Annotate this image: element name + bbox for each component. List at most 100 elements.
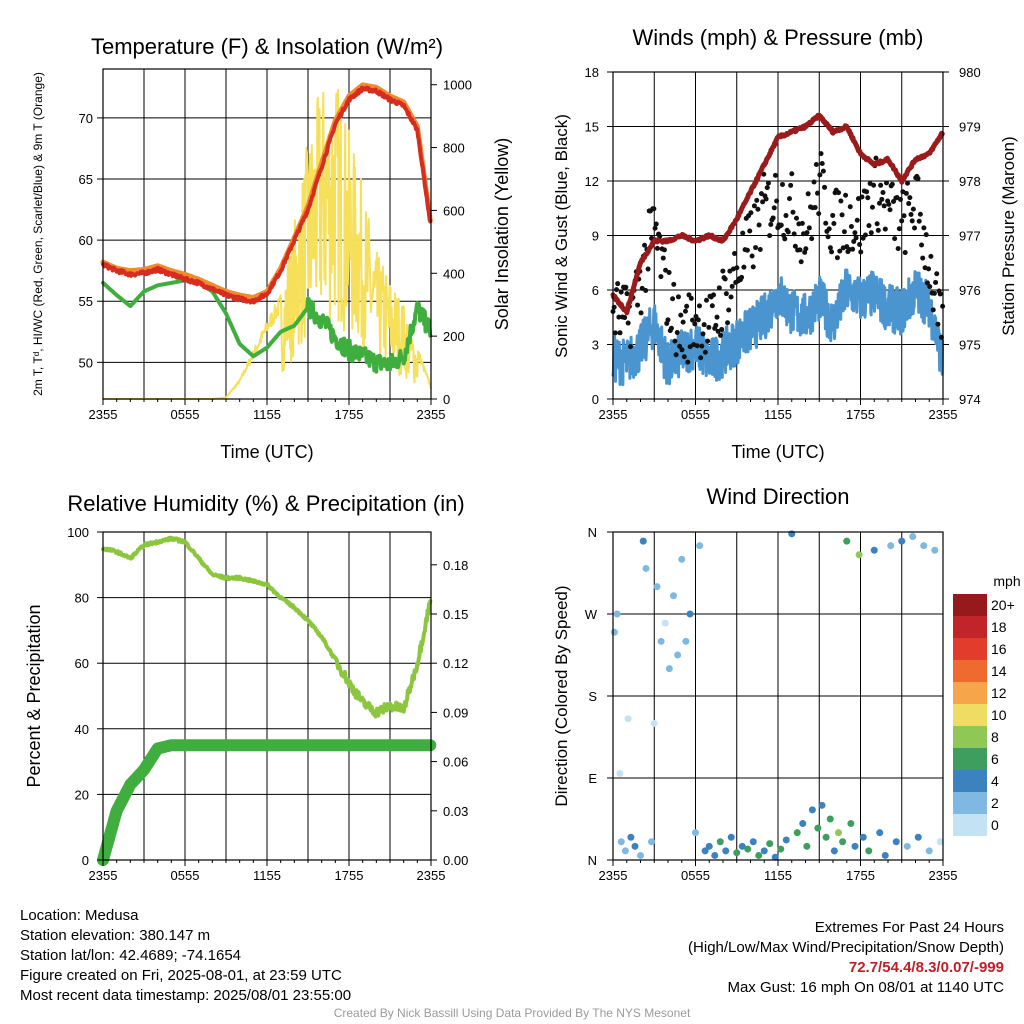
direction-point (749, 838, 757, 846)
direction-point (909, 533, 917, 541)
gust-point (756, 222, 762, 228)
direction-point (692, 829, 699, 837)
y-tick-label: 50 (79, 355, 93, 370)
gust-point (919, 242, 925, 248)
extremes-values: 72.7/54.4/8.3/0.07/-999 (848, 959, 1004, 976)
direction-point (788, 530, 796, 538)
direction-point (822, 833, 830, 841)
gust-point (673, 352, 679, 358)
gust-point (854, 217, 860, 223)
y-tick-label: 65 (79, 172, 93, 187)
gust-point (901, 213, 907, 219)
y-tick-label: 20 (75, 787, 89, 802)
gust-point (887, 207, 893, 213)
y-tick-label: 40 (75, 722, 89, 737)
y2-tick-label: 600 (443, 203, 465, 218)
gust-point (928, 253, 934, 259)
gust-point (672, 338, 678, 344)
gust-point (851, 239, 857, 245)
direction-point (657, 637, 665, 645)
gust-point (793, 215, 799, 221)
gust-point (920, 255, 926, 261)
y-tick-label: E (588, 771, 597, 786)
direction-point (613, 610, 621, 618)
gust-point (883, 180, 889, 186)
gust-point (799, 220, 805, 226)
direction-point (851, 842, 859, 850)
gust-point (760, 199, 766, 205)
y2-tick-label: 0.03 (443, 804, 468, 819)
colorbar-swatch (953, 748, 987, 770)
colorbar-label: 20+ (991, 597, 1015, 613)
direction-point (716, 838, 724, 846)
gust-point (818, 151, 824, 157)
y-tick-label: 3 (592, 338, 599, 353)
recent-text: Most recent data timestamp: 2025/08/01 2… (20, 987, 352, 1004)
gust-point (916, 218, 922, 224)
direction-point (682, 637, 690, 645)
direction-point (674, 651, 682, 659)
series-rh-line (101, 535, 433, 719)
direction-point (771, 853, 779, 861)
gust-point (822, 184, 828, 190)
gust-point (889, 181, 895, 187)
gust-point (767, 233, 773, 239)
gust-point (816, 211, 822, 217)
gust-point (880, 189, 886, 195)
direction-point (766, 840, 774, 848)
gust-point (817, 172, 823, 178)
gust-point (871, 182, 877, 188)
colorbar-swatch (953, 726, 987, 748)
gust-point (643, 288, 649, 294)
x-tick-label: 1755 (846, 868, 875, 883)
y-tick-label: N (588, 525, 597, 540)
direction-point (814, 824, 822, 832)
gust-point (881, 203, 887, 209)
station-info: Location: Medusa Station elevation: 380.… (20, 906, 351, 1006)
winds-panel (607, 71, 949, 405)
gust-point (680, 319, 686, 325)
gust-point (728, 294, 734, 300)
gust-point (809, 236, 815, 242)
gust-point (653, 221, 659, 227)
gust-point (806, 225, 812, 231)
colorbar-label: 12 (991, 685, 1007, 701)
gust-point (868, 230, 874, 236)
direction-point (830, 847, 838, 855)
gust-point (720, 268, 726, 274)
gust-point (718, 332, 724, 338)
colorbar-label: 10 (991, 707, 1007, 723)
y-tick-label: 9 (592, 229, 599, 244)
gust-point (695, 317, 701, 323)
extremes-title: Extremes For Past 24 Hours (814, 919, 1004, 936)
gust-point (666, 270, 672, 276)
x-tick-label: 1755 (335, 868, 364, 883)
y-axis-label: Sonic Wind & Gust (Blue, Black) (552, 114, 571, 358)
series-pressure-line (610, 112, 945, 316)
gust-point (841, 229, 847, 235)
direction-point (627, 833, 635, 841)
direction-point (722, 847, 730, 855)
gust-point (747, 228, 753, 234)
gust-point (709, 303, 715, 309)
colorbar-label: 14 (991, 663, 1007, 679)
gust-point (614, 287, 620, 293)
direction-point (903, 842, 911, 850)
gust-point (912, 225, 918, 231)
gust-point (927, 284, 933, 290)
gust-point (755, 206, 761, 212)
gust-point (823, 220, 829, 226)
direction-point (639, 537, 647, 545)
gust-point (853, 235, 859, 241)
gust-point (930, 307, 936, 313)
y2-tick-label: 400 (443, 266, 465, 281)
location-text: Location: Medusa (20, 907, 139, 924)
gust-point (749, 253, 755, 259)
gust-point (615, 281, 621, 287)
gust-point (838, 198, 844, 204)
gust-point (934, 271, 940, 277)
gust-point (834, 255, 840, 261)
y2-axis-label: Station Pressure (Maroon) (999, 136, 1018, 335)
direction-point (738, 842, 746, 850)
direction-point (727, 833, 735, 841)
